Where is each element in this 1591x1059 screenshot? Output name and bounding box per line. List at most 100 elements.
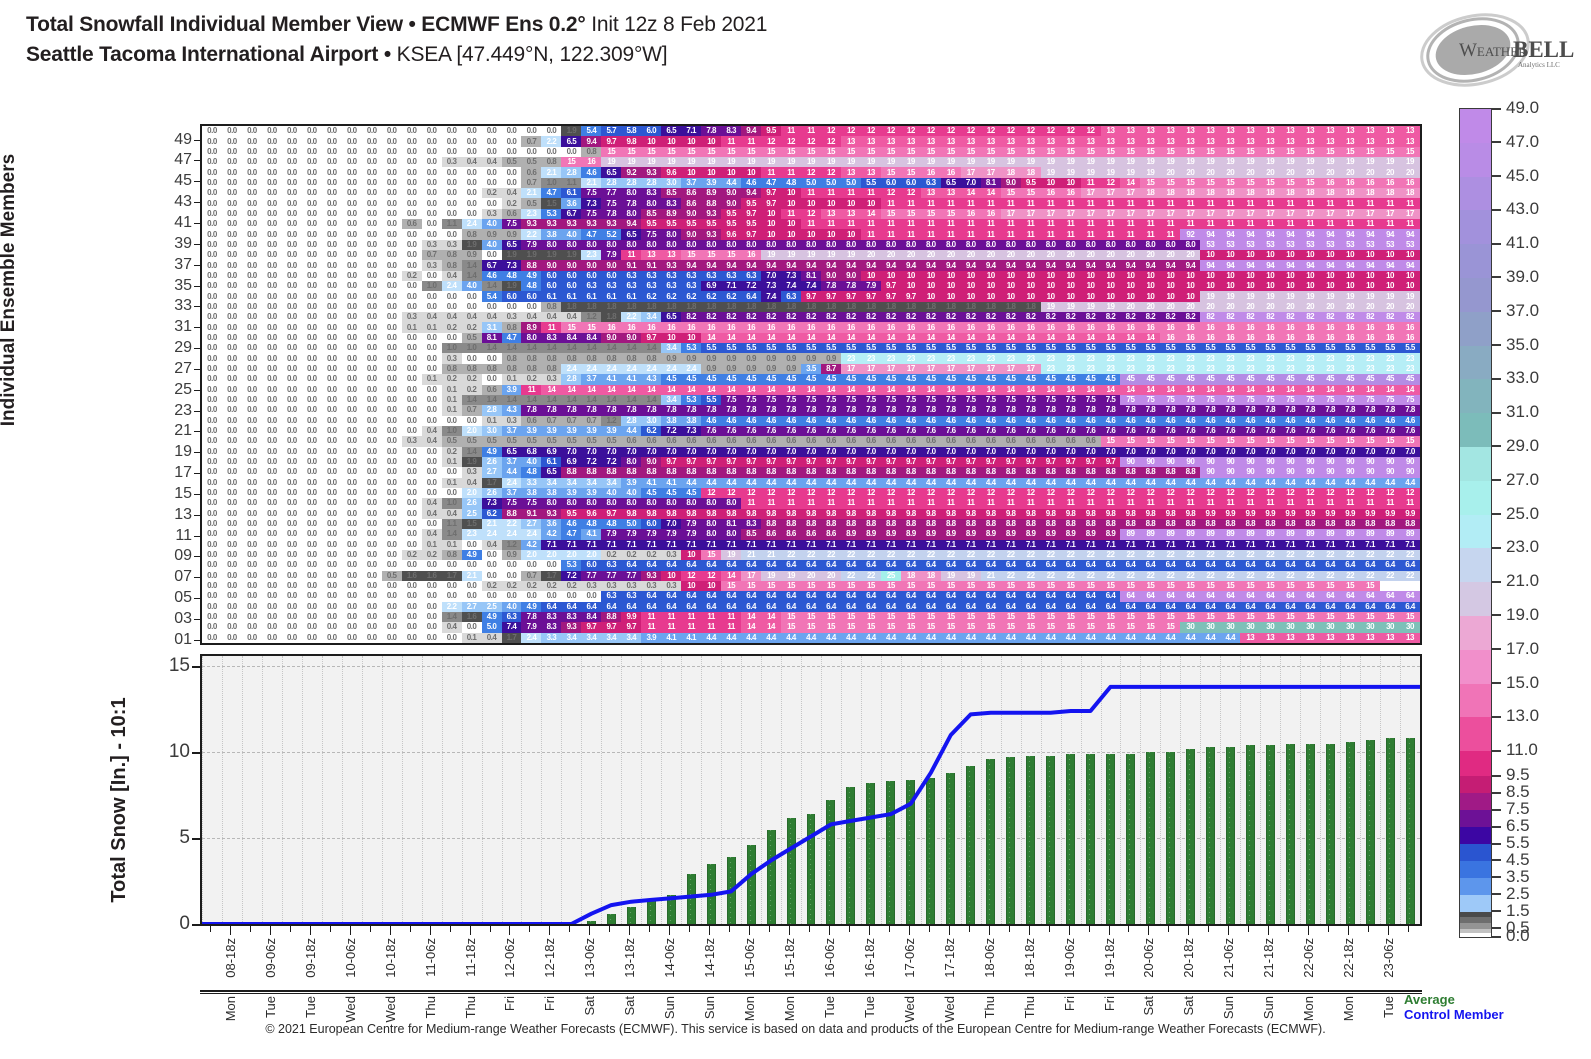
heatmap-cell: 0.0 <box>202 353 222 364</box>
heatmap-cell: 0.0 <box>461 622 482 633</box>
heatmap-cell: 3.9 <box>701 177 722 189</box>
heatmap-cell: 10 <box>1300 270 1321 282</box>
heatmap-cell: 9.8 <box>721 508 742 519</box>
heatmap-cell: 10 <box>1100 270 1121 282</box>
heatmap-cell: 4.4 <box>1140 632 1161 643</box>
heatmap-cell: 0.0 <box>361 611 382 623</box>
heatmap-cell: 64 <box>1280 591 1301 602</box>
heatmap-cell: 0.0 <box>321 570 342 581</box>
heatmap-cell: 7.1 <box>840 539 861 550</box>
heatmap-cell: 14 <box>741 622 762 633</box>
heatmap-cell: 0.0 <box>202 405 222 416</box>
heatmap-cell: 9.5 <box>721 208 742 220</box>
heatmap-cell: 22 <box>1220 570 1241 581</box>
heatmap-cell: 18 <box>900 570 921 581</box>
heatmap-cell: 10 <box>681 580 702 592</box>
heatmap-cell: 19 <box>1320 157 1341 168</box>
heatmap-cell: 16 <box>880 322 901 333</box>
heatmap-cell: 0.0 <box>281 146 302 158</box>
heatmap-cell: 9.7 <box>900 291 921 302</box>
heatmap-cell: 18 <box>1340 188 1361 199</box>
heatmap-cell: 0.0 <box>281 456 302 468</box>
heatmap-cell: 7.1 <box>1100 539 1121 550</box>
heatmap-cell: 6.4 <box>641 601 662 612</box>
heatmap-cell: 6.0 <box>900 177 921 189</box>
heatmap-cell: 0.6 <box>481 384 502 395</box>
heatmap-cell: 0.0 <box>341 539 362 550</box>
heatmap-cell: 13 <box>820 208 841 220</box>
heatmap-cell: 1.8 <box>860 301 881 313</box>
heatmap-cell: 0.2 <box>441 322 462 333</box>
heatmap-cell: 6.4 <box>820 601 841 612</box>
heatmap-cell: 4.6 <box>581 167 602 178</box>
heatmap-cell: 3.4 <box>601 632 622 643</box>
heatmap-cell: 23 <box>1360 363 1381 375</box>
heatmap-cell: 3.3 <box>521 477 542 488</box>
heatmap-cell: 14 <box>960 332 981 344</box>
heatmap-cell: 9.7 <box>880 456 901 468</box>
heatmap-cell: 0.0 <box>381 477 402 488</box>
heatmap-cell: 0.0 <box>481 560 502 571</box>
heatmap-cell: 64 <box>1300 591 1321 602</box>
heatmap-cell: 0.0 <box>261 198 282 209</box>
heatmap-cell: 0.0 <box>221 301 242 313</box>
x-tick-day-label: Wed <box>941 996 957 1023</box>
heatmap-cell: 16 <box>940 167 961 178</box>
heatmap-cell: 11 <box>920 229 941 240</box>
x-tick-day-label: Tue <box>861 996 877 1018</box>
heatmap-cell: 23 <box>840 353 861 364</box>
heatmap-cell: 8.8 <box>900 518 921 530</box>
heatmap-cell: 10 <box>820 229 841 240</box>
heatmap-cell: 0.0 <box>221 529 242 540</box>
heatmap-cell: 0.0 <box>241 270 262 282</box>
heatmap-cell: 7.6 <box>781 425 802 437</box>
heatmap-cell: 6.9 <box>561 456 582 468</box>
colorbar-tick: 41.0 <box>1492 233 1539 253</box>
heatmap-cell: 0.2 <box>501 198 522 209</box>
heatmap-cell: 7.8 <box>1220 405 1241 416</box>
heatmap-cell: 9.4 <box>801 260 821 271</box>
heatmap-cell: 0.0 <box>301 219 322 230</box>
heatmap-cell: 2.4 <box>581 363 602 375</box>
heatmap-cell: 12 <box>820 487 841 499</box>
heatmap-cell: 5.5 <box>1300 343 1321 354</box>
heatmap-cell: 12 <box>1160 487 1181 499</box>
heatmap-cell: 5.5 <box>1320 343 1341 354</box>
heatmap-cell: 7.1 <box>1380 539 1401 550</box>
heatmap-cell: 12 <box>880 487 901 499</box>
heatmap-cell: 10 <box>1000 281 1021 292</box>
heatmap-cell: 9.7 <box>801 456 821 468</box>
heatmap-cell: 4.4 <box>1200 632 1221 643</box>
heatmap-cell: 6.3 <box>621 591 642 602</box>
heatmap-cell: 7.1 <box>1000 539 1021 550</box>
heatmap-cell: 0.0 <box>321 498 342 509</box>
heatmap-cell: 0.0 <box>202 415 222 426</box>
heatmap-cell: 0.0 <box>321 518 342 530</box>
heatmap-cell: 10 <box>761 208 782 220</box>
heatmap-cell: 10 <box>1160 291 1181 302</box>
heatmap-cell: 14 <box>681 384 702 395</box>
heatmap-cell: 19 <box>1100 301 1121 313</box>
heatmap-cell: 64 <box>1240 591 1261 602</box>
heatmap-cell: 8.0 <box>1160 239 1181 251</box>
heatmap-cell: 0.0 <box>321 157 342 168</box>
heatmap-cell: 8.8 <box>1180 518 1201 530</box>
heatmap-cell: 5.5 <box>1120 343 1141 354</box>
heatmap-cell: 0.0 <box>221 560 242 571</box>
heatmap-cell: 7.8 <box>581 405 602 416</box>
heatmap-cell: 22 <box>1200 549 1221 561</box>
heatmap-cell: 1.4 <box>621 394 642 406</box>
heatmap-cell: 19 <box>1060 301 1081 313</box>
colorbar-band <box>1460 582 1491 616</box>
ensemble-member-heatmap[interactable]: 0.0 0.0 0.0 0.0 0.0 0.0 0.0 0.0 0.0 0.0 0.0 0.0 0.0 0… <box>200 124 1422 645</box>
heatmap-cell: 0.0 <box>461 188 482 199</box>
heatmap-cell: 15 <box>920 622 941 633</box>
heatmap-cell: 9.1 <box>641 260 662 271</box>
heatmap-cell: 9.8 <box>880 508 901 519</box>
heatmap-cell: 0.0 <box>321 467 342 478</box>
heatmap-y-tick-mark <box>194 410 200 412</box>
heatmap-cell: 5.7 <box>601 126 622 137</box>
heatmap-cell: 13 <box>860 167 881 178</box>
heatmap-cell: 0.0 <box>361 239 382 251</box>
total-snow-bar-chart[interactable] <box>200 654 1422 926</box>
